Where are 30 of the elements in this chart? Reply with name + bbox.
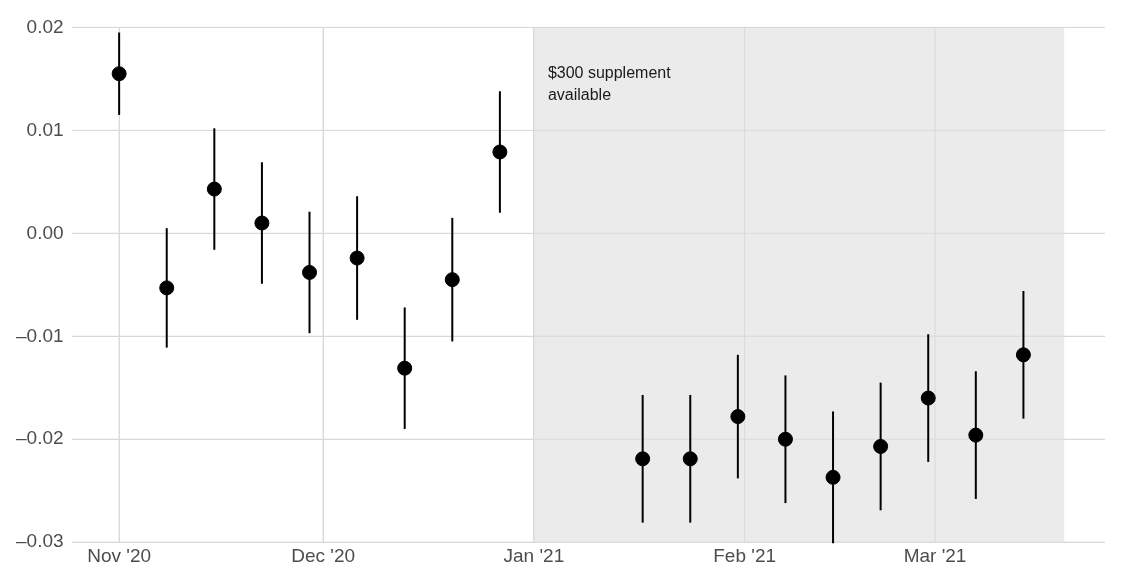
y-tick-label: –0.02 — [16, 427, 64, 449]
x-tick-label: Dec '20 — [291, 544, 356, 566]
x-tick-label: Mar '21 — [903, 544, 967, 566]
point — [444, 272, 460, 288]
point — [206, 181, 222, 197]
x-tick-label: Nov '20 — [87, 544, 152, 566]
point — [730, 409, 746, 425]
point — [254, 215, 270, 231]
y-tick-label: 0.00 — [26, 221, 64, 243]
point — [920, 390, 936, 406]
point — [1015, 347, 1031, 363]
point — [635, 451, 651, 467]
point — [873, 438, 889, 454]
point — [302, 264, 318, 280]
point — [349, 250, 365, 266]
point — [111, 66, 127, 82]
point — [492, 144, 508, 160]
x-tick-label: Jan '21 — [503, 544, 565, 566]
y-tick-label: 0.02 — [26, 15, 64, 37]
point — [825, 469, 841, 485]
point — [159, 280, 175, 296]
band-label: $300 supplement available — [547, 63, 672, 103]
point — [397, 360, 413, 376]
y-tick-label: –0.03 — [16, 530, 64, 552]
point — [777, 431, 793, 447]
point — [682, 451, 698, 467]
y-tick-label: –0.01 — [16, 324, 64, 346]
x-tick-label: Feb '21 — [713, 544, 777, 566]
y-tick-label: 0.01 — [26, 118, 64, 140]
point — [968, 427, 984, 443]
